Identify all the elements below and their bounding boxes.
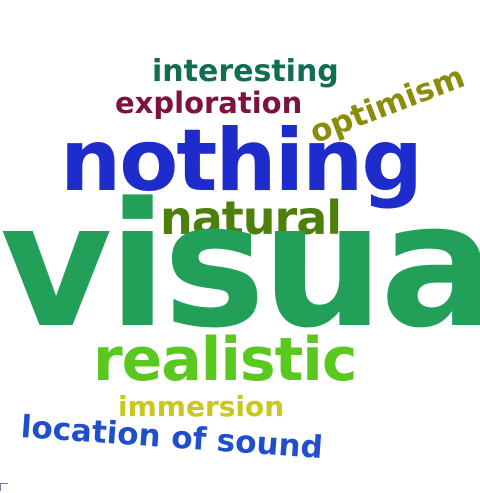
word-immersion: immersion bbox=[118, 390, 285, 423]
word-visual: visual bbox=[0, 165, 480, 366]
word-exploration: exploration bbox=[115, 86, 303, 120]
word-realistic: realistic bbox=[93, 325, 357, 395]
word-interesting: interesting bbox=[152, 54, 339, 89]
corner-mark bbox=[0, 483, 8, 491]
word-natural: natural bbox=[160, 191, 342, 245]
word-nothing: nothing bbox=[60, 111, 423, 211]
